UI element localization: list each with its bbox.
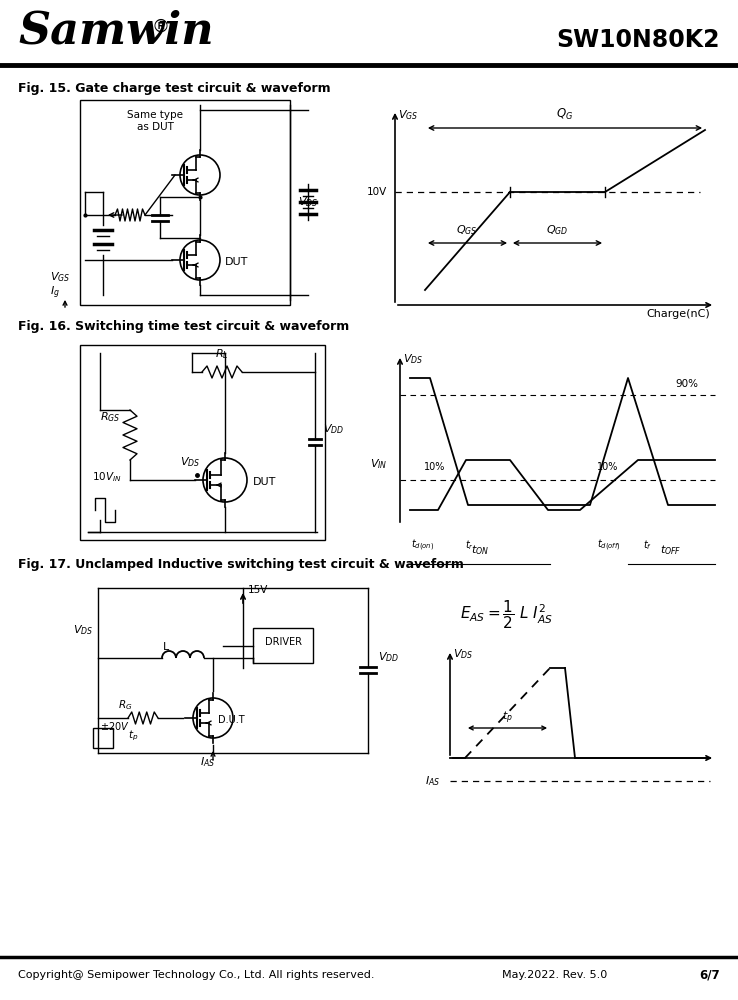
Text: DUT: DUT (225, 257, 249, 267)
Text: $V_{DS}$: $V_{DS}$ (180, 455, 200, 469)
Text: $t_r$: $t_r$ (464, 538, 474, 552)
Text: DRIVER: DRIVER (264, 637, 302, 647)
Text: $V_{GS}$: $V_{GS}$ (398, 108, 418, 122)
Text: $V_{DD}$: $V_{DD}$ (378, 650, 399, 664)
Text: Same type: Same type (127, 110, 183, 120)
Text: $R_L$: $R_L$ (215, 347, 229, 361)
Text: $I_g$: $I_g$ (50, 284, 60, 301)
Text: DUT: DUT (253, 477, 276, 487)
Text: $t_{d(off)}$: $t_{d(off)}$ (597, 538, 621, 553)
Text: $\pm 20V$: $\pm 20V$ (100, 720, 130, 732)
Text: $V_{IN}$: $V_{IN}$ (370, 457, 387, 471)
Text: $10V_{IN}$: $10V_{IN}$ (92, 470, 122, 484)
Text: $V_{DS}$: $V_{DS}$ (403, 352, 424, 366)
Text: $t_p$: $t_p$ (502, 709, 512, 726)
Text: L: L (163, 642, 169, 652)
Bar (80, 345, 325, 540)
Text: $R_G$: $R_G$ (118, 698, 133, 712)
Text: $Q_G$: $Q_G$ (556, 107, 573, 122)
Text: SW10N80K2: SW10N80K2 (556, 28, 720, 52)
Bar (93, 728, 113, 748)
Bar (80, 100, 290, 305)
Text: as DUT: as DUT (137, 122, 173, 132)
Text: $E_{AS}=\dfrac{1}{2}\ L\ I_{AS}^{2}$: $E_{AS}=\dfrac{1}{2}\ L\ I_{AS}^{2}$ (460, 598, 553, 631)
Text: May.2022. Rev. 5.0: May.2022. Rev. 5.0 (503, 970, 607, 980)
Text: $t_{d(on)}$: $t_{d(on)}$ (411, 538, 435, 553)
Text: $V_{DS}$: $V_{DS}$ (73, 623, 93, 637)
Text: $Q_{GS}$: $Q_{GS}$ (456, 223, 477, 237)
Text: $V_{DD}$: $V_{DD}$ (323, 422, 344, 436)
Text: Fig. 15. Gate charge test circuit & waveform: Fig. 15. Gate charge test circuit & wave… (18, 82, 331, 95)
Text: Fig. 17. Unclamped Inductive switching test circuit & waveform: Fig. 17. Unclamped Inductive switching t… (18, 558, 464, 571)
Text: Samwin: Samwin (18, 9, 213, 52)
Text: $t_{ON}$: $t_{ON}$ (471, 543, 489, 557)
Text: 10%: 10% (424, 462, 446, 472)
Text: $Q_{GD}$: $Q_{GD}$ (546, 223, 568, 237)
Text: Charge(nC): Charge(nC) (646, 309, 710, 319)
Text: D.U.T: D.U.T (218, 715, 244, 725)
Text: 10V: 10V (367, 187, 387, 197)
Bar (253, 628, 313, 663)
Text: Copyright@ Semipower Technology Co., Ltd. All rights reserved.: Copyright@ Semipower Technology Co., Ltd… (18, 970, 374, 980)
Text: 90%: 90% (675, 379, 698, 389)
Text: 10%: 10% (597, 462, 618, 472)
Text: $V_{GS}$: $V_{GS}$ (50, 270, 70, 284)
Text: 6/7: 6/7 (700, 968, 720, 982)
Text: $V_{DS}$: $V_{DS}$ (453, 647, 473, 661)
Text: Fig. 16. Switching time test circuit & waveform: Fig. 16. Switching time test circuit & w… (18, 320, 349, 333)
Text: 15V: 15V (248, 585, 269, 595)
Text: ®: ® (152, 18, 170, 36)
Text: $I_{AS}$: $I_{AS}$ (425, 774, 440, 788)
Text: $R_{GS}$: $R_{GS}$ (100, 410, 120, 424)
Text: $V_{DS}$: $V_{DS}$ (298, 195, 318, 209)
Text: $t_f$: $t_f$ (644, 538, 652, 552)
Text: $I_{AS}$: $I_{AS}$ (200, 755, 215, 769)
Text: $t_{OFF}$: $t_{OFF}$ (661, 543, 682, 557)
Text: $t_p$: $t_p$ (128, 728, 138, 743)
